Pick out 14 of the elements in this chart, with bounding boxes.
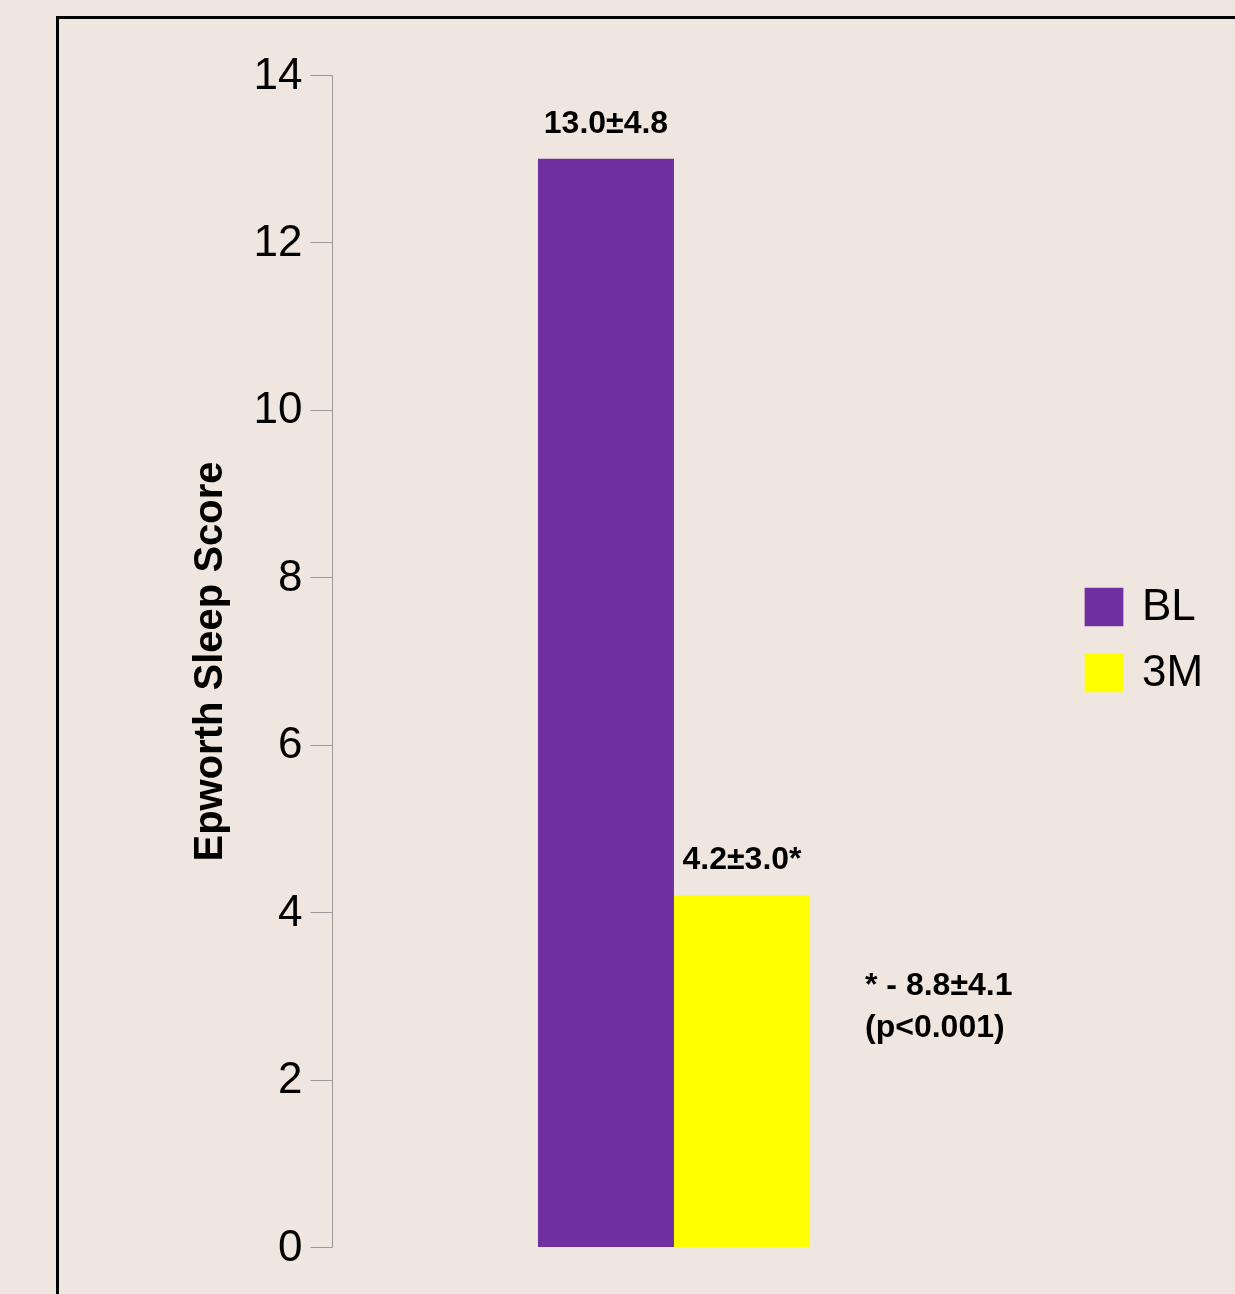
y-tick-label: 0 [278, 1220, 303, 1270]
y-tick-label: 4 [278, 885, 303, 935]
y-tick-label: 6 [278, 718, 303, 768]
y-axis-title: Epworth Sleep Score [185, 461, 230, 862]
y-tick-label: 12 [253, 215, 303, 265]
text: * - 8.8±4.1 (p<0.001) [865, 966, 1013, 1044]
y-tick-label: 10 [253, 383, 303, 433]
y-tick-label: 8 [278, 550, 303, 600]
data-label: 13.0±4.8 [543, 103, 669, 140]
data-label: 4.2±3.0* [682, 840, 803, 877]
legend-label: 3M [1142, 646, 1204, 695]
y-tick-label: 2 [278, 1053, 303, 1103]
legend-label: BL [1142, 580, 1196, 629]
y-tick-label: 14 [253, 48, 303, 98]
